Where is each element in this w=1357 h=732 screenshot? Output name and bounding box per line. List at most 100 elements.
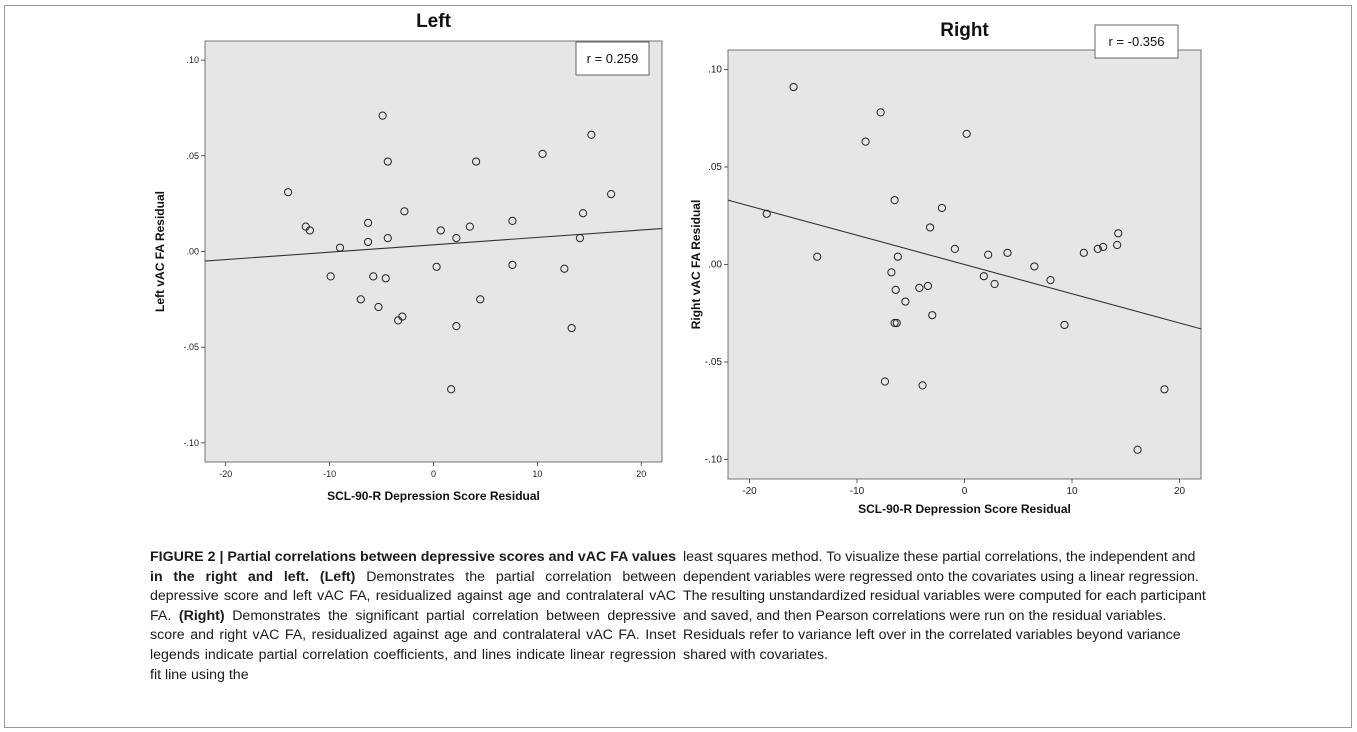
figure-frame <box>4 5 1352 728</box>
x-tick-label: 20 <box>1174 486 1186 497</box>
y-tick-label: .00 <box>186 247 199 257</box>
data-point <box>990 279 999 289</box>
x-tick-label: 10 <box>532 469 542 479</box>
data-point <box>374 302 383 312</box>
data-point <box>369 272 378 281</box>
y-tick-label: -.05 <box>705 357 723 368</box>
data-point <box>1003 248 1012 257</box>
data-point <box>890 196 899 205</box>
figure-caption-right: least squares method. To visualize these… <box>683 548 1207 666</box>
data-point <box>901 297 910 306</box>
data-point <box>1046 276 1055 285</box>
y-tick-label: .05 <box>186 151 199 161</box>
left-scatter-chart: Left .10 .05 .00 -.05 -.10 -20 -10 0 10 20 SCL-90-R… <box>153 11 663 503</box>
data-point <box>1060 320 1069 330</box>
legend-box <box>575 41 650 76</box>
y-axis-label: Left vAC FA Residual <box>153 191 167 312</box>
regression-fit-line <box>204 227 663 262</box>
data-point <box>926 223 935 232</box>
data-point <box>383 157 392 166</box>
right-scatter-chart: Right .10 .05 .00 -.05 -.10 -20 -10 0 10 20 SCL-90-… <box>689 20 1202 516</box>
x-tick-label: -10 <box>323 469 336 479</box>
data-point <box>560 264 569 273</box>
x-tick-label: 20 <box>636 469 646 479</box>
data-point <box>887 268 896 277</box>
data-point <box>447 385 456 394</box>
data-point <box>1133 445 1142 454</box>
caption-left-tag: (Left) <box>319 568 356 585</box>
figure-caption-left: FIGURE 2 | Partial correlations between … <box>150 548 676 685</box>
data-point <box>962 129 971 138</box>
y-axis-label: Right vAC FA Residual <box>689 200 703 330</box>
data-point <box>918 381 927 390</box>
data-point <box>432 262 441 271</box>
caption-figure-label: FIGURE 2 | Partial correlations between … <box>150 549 676 585</box>
y-tick-label: .10 <box>708 65 722 76</box>
data-point <box>508 216 517 225</box>
y-tick-label: .10 <box>186 55 199 65</box>
data-point <box>892 318 901 328</box>
legend-box <box>1094 24 1179 59</box>
y-tick-label: -.10 <box>705 455 723 466</box>
data-point <box>813 252 822 261</box>
data-point <box>876 108 885 117</box>
data-point <box>436 226 445 235</box>
y-tick-label: -.05 <box>183 342 199 352</box>
data-point <box>578 209 588 218</box>
data-point <box>891 285 900 294</box>
data-point <box>890 318 899 328</box>
data-point <box>1030 262 1039 271</box>
caption-right-tag: (Right) <box>178 607 225 624</box>
legend-r-value: r = -0.356 <box>1108 34 1164 49</box>
x-tick-label: 0 <box>431 469 436 479</box>
data-point <box>378 111 387 120</box>
chart-title: Right <box>940 20 989 41</box>
data-point <box>984 250 993 259</box>
caption-right-text: Demonstrates the significant partial cor… <box>150 607 676 683</box>
data-point <box>567 323 576 333</box>
data-point <box>538 149 547 159</box>
data-point <box>452 322 461 331</box>
data-point <box>383 234 392 243</box>
data-point <box>928 311 937 320</box>
data-point <box>305 226 315 235</box>
y-tick-label: .05 <box>708 162 722 173</box>
data-point <box>398 312 407 321</box>
data-point <box>1114 229 1123 238</box>
data-point <box>471 157 481 166</box>
x-tick-label: 0 <box>962 486 968 497</box>
x-tick-label: -20 <box>742 486 757 497</box>
data-point <box>476 295 485 304</box>
data-point <box>452 234 461 243</box>
data-point <box>1079 248 1088 257</box>
x-tick-label: -20 <box>219 469 232 479</box>
data-point <box>950 244 959 253</box>
y-tick-label: -.10 <box>183 438 199 448</box>
data-point <box>979 272 988 281</box>
data-point <box>1160 385 1169 394</box>
data-point <box>937 203 947 213</box>
plot-area <box>204 40 663 463</box>
data-point <box>880 377 890 386</box>
data-point <box>400 207 409 216</box>
data-point <box>1099 242 1108 252</box>
data-point <box>575 234 585 243</box>
chart-title: Left <box>416 11 452 32</box>
data-point <box>381 274 390 283</box>
x-axis-label: SCL-90-R Depression Score Residual <box>858 502 1071 516</box>
data-point <box>861 137 870 146</box>
x-tick-label: 10 <box>1066 486 1078 497</box>
x-axis-label: SCL-90-R Depression Score Residual <box>327 489 540 503</box>
data-point <box>1093 244 1102 253</box>
data-point <box>363 218 373 227</box>
regression-fit-line <box>727 199 1202 330</box>
y-tick-label: .00 <box>708 260 722 271</box>
data-point <box>587 130 596 139</box>
data-point <box>326 272 335 281</box>
data-point <box>356 295 365 304</box>
data-point <box>923 281 933 291</box>
data-point <box>1113 240 1122 250</box>
data-point <box>508 260 517 269</box>
caption-continued-text: least squares method. To visualize these… <box>683 549 1206 663</box>
data-point <box>915 283 924 292</box>
